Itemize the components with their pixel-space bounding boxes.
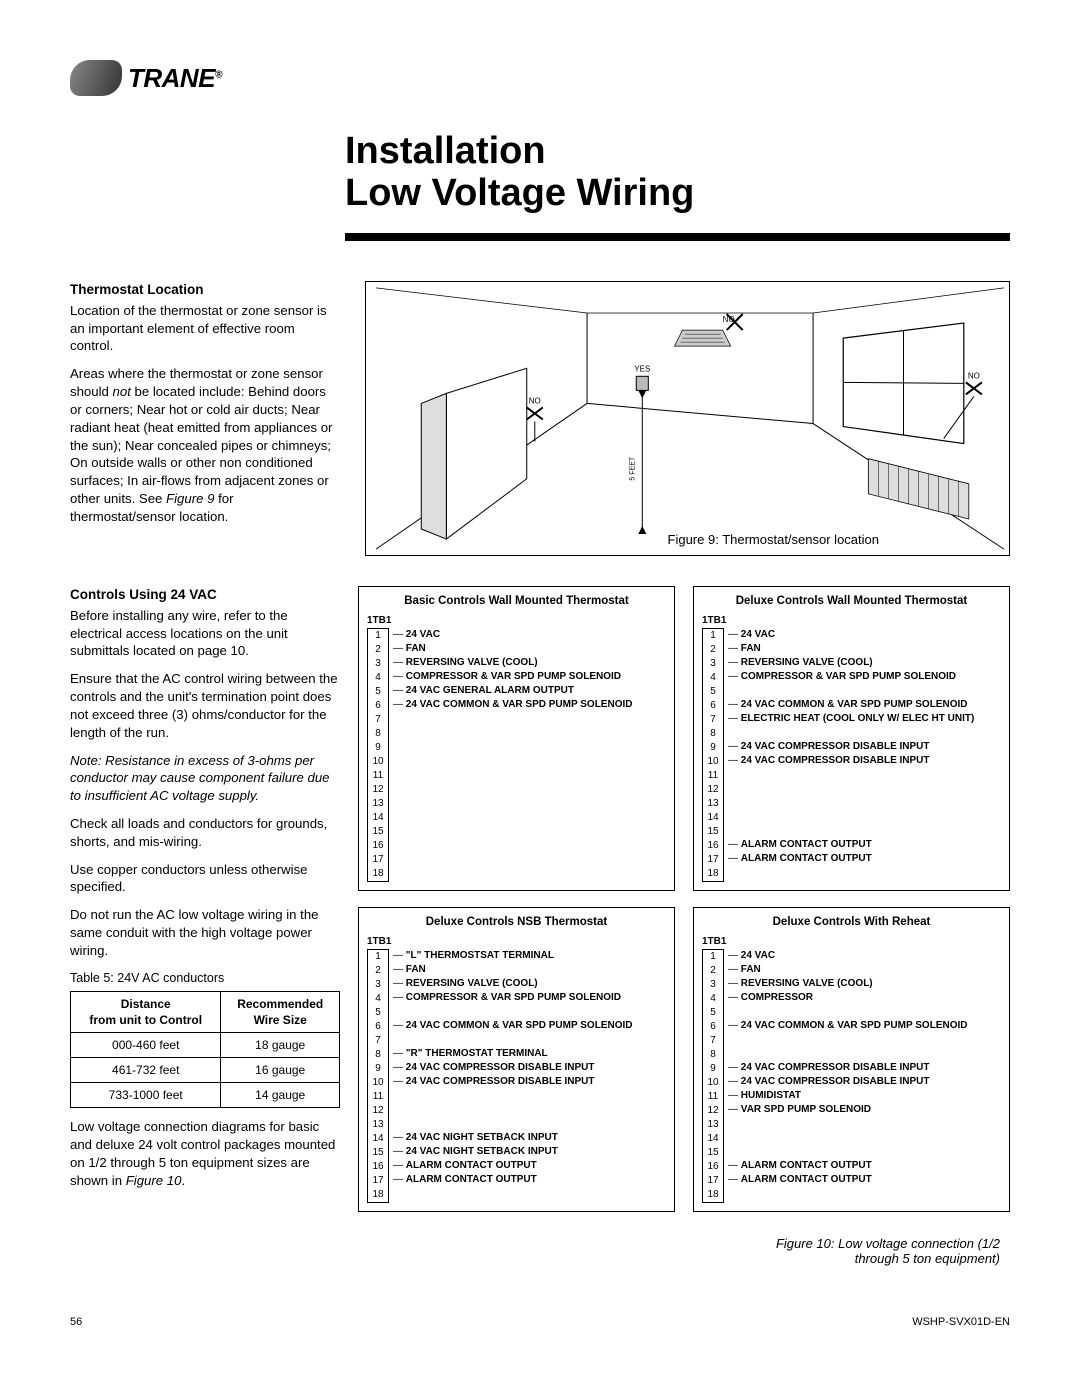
wiring-title: Deluxe Controls With Reheat: [702, 916, 1001, 928]
terminal-numbers: 123456789101112131415161718: [702, 949, 724, 1203]
terminal-block-label: 1TB1: [702, 615, 1001, 626]
title-line-1: Installation: [345, 131, 1010, 173]
t5-col2: Recommended Wire Size: [221, 991, 340, 1032]
terminal-labels: "L" THERMOSTSAT TERMINALFANREVERSING VAL…: [393, 949, 632, 1201]
page-number: 56: [70, 1316, 82, 1328]
doc-id: WSHP-SVX01D-EN: [912, 1316, 1010, 1328]
title-line-2: Low Voltage Wiring: [345, 173, 1010, 215]
svg-text:NO: NO: [529, 396, 541, 405]
wiring-diagram-box: Deluxe Controls NSB Thermostat 1TB1 123456…: [358, 907, 675, 1212]
terminal-labels: 24 VACFANREVERSING VALVE (COOL)COMPRESSO…: [728, 949, 967, 1201]
s2-p6: Low voltage connection diagrams for basi…: [70, 1118, 340, 1189]
table-5-caption: Table 5: 24V AC conductors: [70, 970, 340, 987]
table-5-conductors: Distance from unit to Control Recommende…: [70, 991, 340, 1109]
thermostat-p2: Areas where the thermostat or zone senso…: [70, 365, 340, 525]
terminal-numbers: 123456789101112131415161718: [367, 949, 389, 1203]
wiring-diagram-box: Basic Controls Wall Mounted Thermostat 1T…: [358, 586, 675, 891]
title-rule: [345, 233, 1010, 241]
controls-24vac-heading: Controls Using 24 VAC: [70, 586, 340, 604]
table-row: 733-1000 feet14 gauge: [71, 1083, 340, 1108]
figure-10-caption: Figure 10: Low voltage connection (1/2th…: [693, 1236, 1010, 1266]
thermostat-p1: Location of the thermostat or zone senso…: [70, 302, 340, 355]
table-row: 000-460 feet18 gauge: [71, 1032, 340, 1057]
table-row: 461-732 feet16 gauge: [71, 1058, 340, 1083]
terminal-block-label: 1TB1: [367, 615, 666, 626]
terminal-numbers: 123456789101112131415161718: [702, 628, 724, 882]
terminal-numbers: 123456789101112131415161718: [367, 628, 389, 882]
brand-logo: TRANE®: [70, 60, 1010, 101]
figure-9-svg: NO YES 5 FEET NO: [366, 282, 1009, 555]
s2-p1: Before installing any wire, refer to the…: [70, 607, 340, 660]
terminal-block-label: 1TB1: [702, 936, 1001, 947]
page-title-block: Installation Low Voltage Wiring: [345, 131, 1010, 215]
figure-9-thermostat-location: NO YES 5 FEET NO: [365, 281, 1010, 556]
s2-p3: Check all loads and conductors for groun…: [70, 815, 340, 851]
svg-text:5 FEET: 5 FEET: [629, 456, 636, 480]
t5-col1: Distance from unit to Control: [71, 991, 221, 1032]
wiring-title: Deluxe Controls NSB Thermostat: [367, 916, 666, 928]
wiring-title: Basic Controls Wall Mounted Thermostat: [367, 595, 666, 607]
terminal-labels: 24 VACFANREVERSING VALVE (COOL)COMPRESSO…: [393, 628, 632, 880]
terminal-block-label: 1TB1: [367, 936, 666, 947]
s2-p2: Ensure that the AC control wiring betwee…: [70, 670, 340, 741]
wiring-title: Deluxe Controls Wall Mounted Thermostat: [702, 595, 1001, 607]
figure-9-caption: Figure 9: Thermostat/sensor location: [668, 532, 879, 547]
svg-text:YES: YES: [634, 364, 650, 373]
s2-note: Note: Resistance in excess of 3-ohms per…: [70, 752, 340, 805]
s2-p4: Use copper conductors unless otherwise s…: [70, 861, 340, 897]
svg-text:NO: NO: [968, 371, 980, 380]
brand-name: TRANE: [128, 63, 215, 93]
terminal-labels: 24 VACFANREVERSING VALVE (COOL)COMPRESSO…: [728, 628, 974, 880]
wiring-diagram-box: Deluxe Controls With Reheat 1TB1 123456789…: [693, 907, 1010, 1212]
logo-swoosh-icon: [70, 60, 122, 96]
wiring-diagram-box: Deluxe Controls Wall Mounted Thermostat 1…: [693, 586, 1010, 891]
s2-p5: Do not run the AC low voltage wiring in …: [70, 906, 340, 959]
thermostat-location-heading: Thermostat Location: [70, 281, 340, 299]
